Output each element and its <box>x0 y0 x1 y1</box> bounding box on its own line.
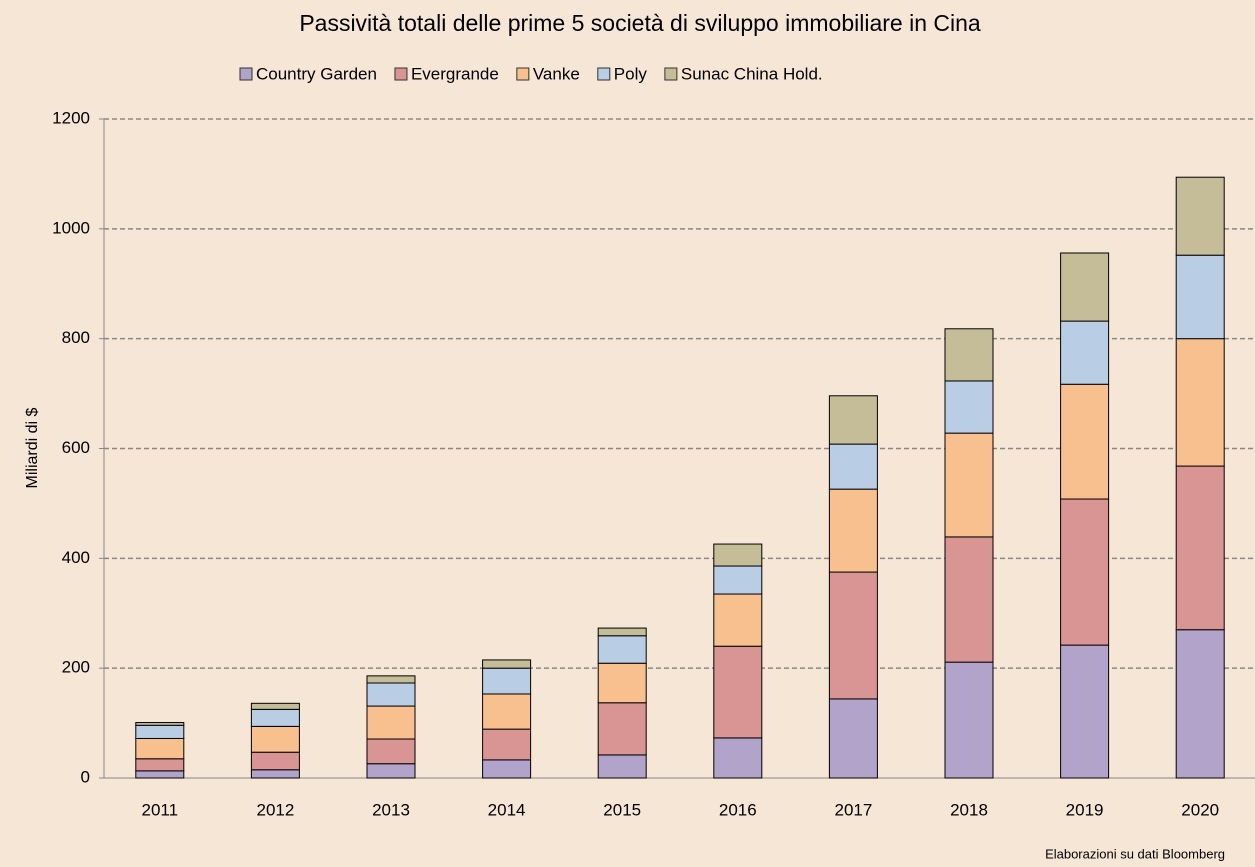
bar-segment <box>1060 498 1110 646</box>
legend-label: Evergrande <box>411 64 499 83</box>
bar-segment <box>135 758 185 772</box>
y-tick-label: 400 <box>62 548 90 567</box>
legend-swatch <box>394 67 408 81</box>
bar-segment <box>828 698 878 779</box>
bar-segment <box>713 593 763 647</box>
bar-segment <box>1060 644 1110 779</box>
bar-segment <box>597 627 647 637</box>
bar-segment <box>713 543 763 567</box>
bar-segment <box>250 725 300 753</box>
bar-segment <box>1175 176 1225 256</box>
bar-segment <box>1175 338 1225 467</box>
legend-swatch <box>664 67 678 81</box>
x-tick-label: 2013 <box>372 800 410 819</box>
bar-segment <box>597 702 647 756</box>
bar-segment <box>366 763 416 779</box>
bar-segment <box>597 754 647 779</box>
bar-segment <box>944 536 994 663</box>
x-tick-label: 2015 <box>603 800 641 819</box>
bar-segment <box>1060 383 1110 500</box>
x-tick-label: 2019 <box>1066 800 1104 819</box>
bar-segment <box>1060 320 1110 385</box>
bar-segment <box>828 395 878 445</box>
y-tick-label: 1200 <box>52 108 90 127</box>
y-axis-label: Miliardi di $ <box>24 407 41 488</box>
bar-segment <box>944 661 994 779</box>
bar-segment <box>1175 629 1225 779</box>
bar-segment <box>944 380 994 434</box>
chart-title: Passività totali delle prime 5 società d… <box>299 10 981 36</box>
bar-segment <box>828 571 878 700</box>
x-tick-label: 2020 <box>1181 800 1219 819</box>
legend-swatch <box>516 67 530 81</box>
x-tick-label: 2016 <box>719 800 757 819</box>
bar-segment <box>828 443 878 490</box>
bar-segment <box>366 738 416 765</box>
legend-swatch <box>597 67 611 81</box>
x-tick-label: 2012 <box>256 800 294 819</box>
bar-segment <box>1060 252 1110 322</box>
legend-label: Vanke <box>533 64 580 83</box>
bar-segment <box>597 662 647 704</box>
legend-swatch <box>239 67 253 81</box>
bar-segment <box>135 737 185 760</box>
bar-segment <box>597 635 647 664</box>
legend-label: Sunac China Hold. <box>681 64 823 83</box>
x-tick-label: 2014 <box>488 800 526 819</box>
x-tick-label: 2011 <box>142 800 179 819</box>
y-tick-label: 600 <box>62 438 90 457</box>
bar-segment <box>1175 465 1225 631</box>
source-note: Elaborazioni su dati Bloomberg <box>1045 846 1225 861</box>
bar-segment <box>482 693 532 730</box>
y-tick-label: 200 <box>62 658 90 677</box>
bar-segment <box>366 682 416 707</box>
y-tick-label: 800 <box>62 328 90 347</box>
bar-segment <box>135 722 185 726</box>
bar-segment <box>250 702 300 710</box>
bar-segment <box>482 759 532 779</box>
bar-segment <box>713 645 763 739</box>
x-tick-label: 2018 <box>950 800 988 819</box>
bar-segment <box>482 728 532 761</box>
bar-segment <box>482 667 532 695</box>
bar-segment <box>135 770 185 779</box>
bar-segment <box>366 675 416 684</box>
bar-segment <box>1175 254 1225 340</box>
bar-segment <box>713 565 763 595</box>
y-tick-label: 1000 <box>52 218 90 237</box>
bar-segment <box>828 488 878 573</box>
bar-segment <box>944 432 994 538</box>
bar-segment <box>250 751 300 771</box>
x-tick-label: 2017 <box>834 800 872 819</box>
bar-segment <box>713 737 763 779</box>
bar-segment <box>250 708 300 727</box>
legend-label: Country Garden <box>256 64 377 83</box>
bar-segment <box>944 328 994 382</box>
bar-segment <box>366 705 416 740</box>
bar-segment <box>250 769 300 779</box>
bar-segment <box>135 724 185 739</box>
bar-segment <box>482 659 532 669</box>
y-tick-label: 0 <box>81 767 90 786</box>
legend-label: Poly <box>614 64 648 83</box>
